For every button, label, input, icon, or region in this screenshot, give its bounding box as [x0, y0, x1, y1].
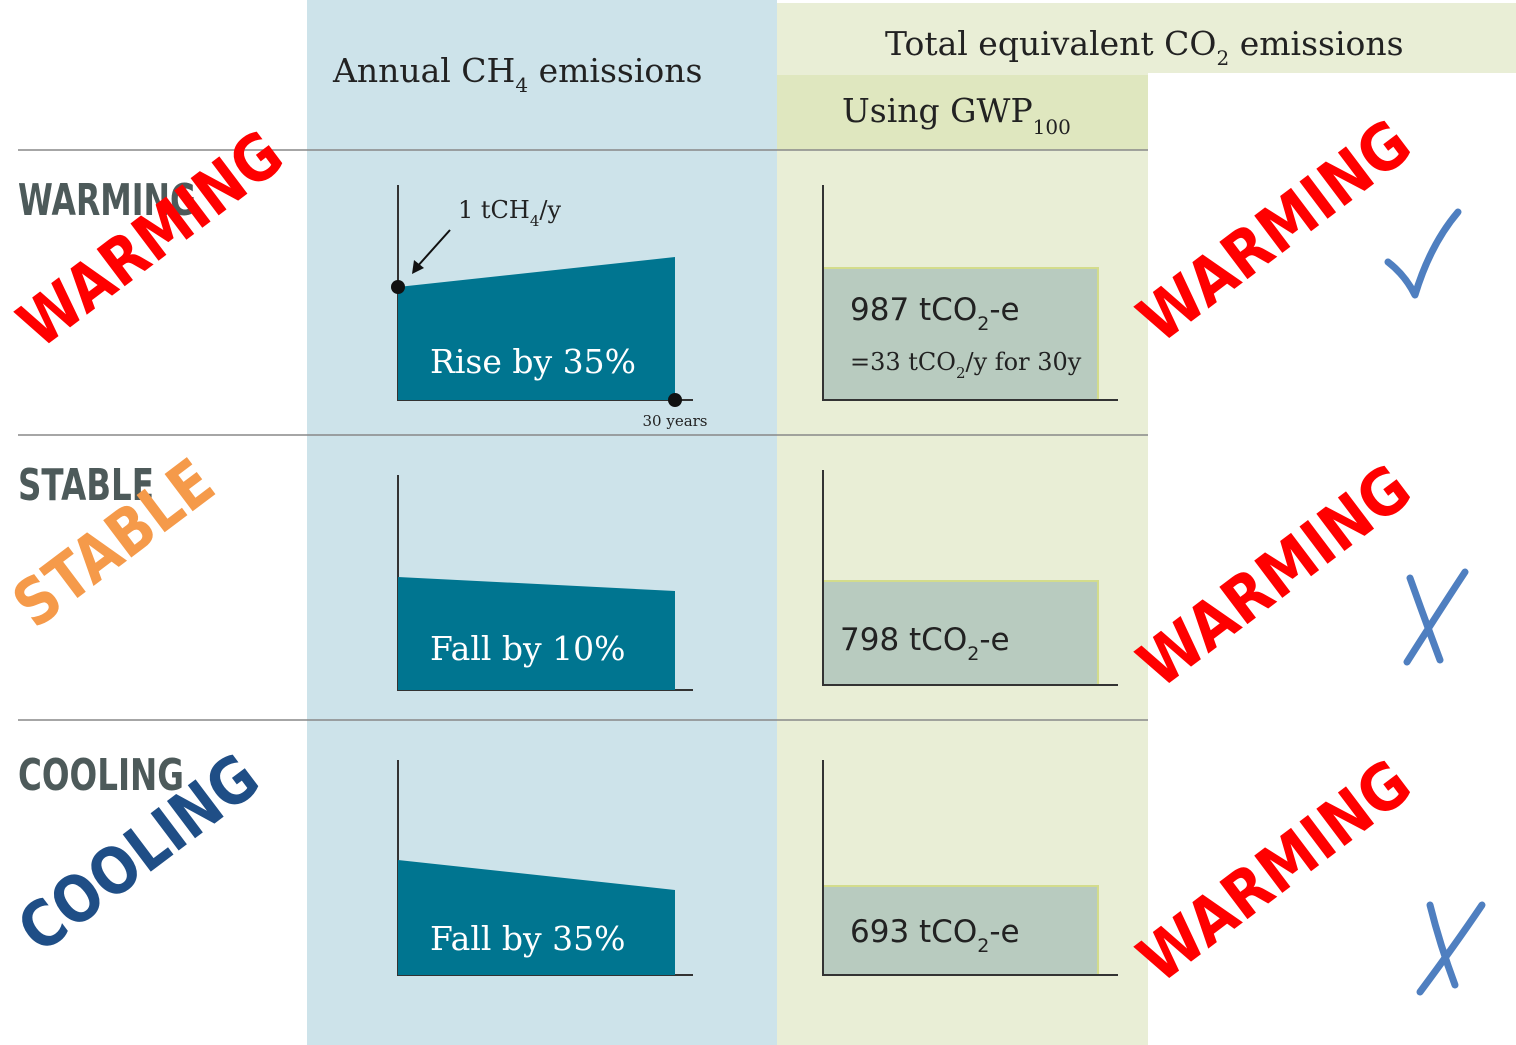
co2-column: [777, 73, 1148, 1045]
row-label: STABLE: [18, 460, 154, 511]
stamp: WARMING: [5, 117, 297, 363]
text: /y: [539, 196, 561, 224]
text: -e: [989, 914, 1019, 950]
axis: [822, 185, 1118, 401]
result-detail: =33 tCO2/y for 30y: [850, 348, 1082, 382]
subscript: 2: [967, 643, 979, 665]
gwp-header: [777, 75, 1148, 150]
verdict: WARMING: [1125, 451, 1425, 703]
text: 987 tCO: [850, 292, 977, 328]
axis: [822, 760, 1118, 976]
change-label: Rise by 35%: [430, 342, 636, 381]
result: 798 tCO2-e: [840, 622, 1010, 665]
arrow: [415, 229, 451, 269]
verdict: WARMING: [1125, 106, 1425, 358]
subscript: 4: [530, 212, 540, 230]
end-dot: [668, 393, 682, 407]
subscript: 2: [977, 313, 989, 335]
result: 693 tCO2-e: [850, 914, 1020, 957]
text: Annual CH: [332, 51, 515, 90]
total-header: Total equivalent CO2 emissions: [885, 24, 1404, 70]
row-label: COOLING: [18, 750, 184, 801]
change-label: Fall by 10%: [430, 629, 626, 668]
ch4-column: [307, 0, 777, 1045]
result: 987 tCO2-e: [850, 292, 1020, 335]
cross-icon: [1416, 901, 1486, 996]
text: -e: [989, 292, 1019, 328]
text: 693 tCO: [850, 914, 977, 950]
emission-area: [398, 577, 675, 690]
emission-area: [398, 860, 675, 975]
co2-header-band: [777, 3, 1516, 73]
check-icon: [1384, 208, 1462, 299]
text: emissions: [528, 51, 702, 90]
text: Total equivalent CO: [885, 24, 1216, 63]
total-box: [822, 580, 1099, 686]
emission-area: [398, 257, 675, 400]
text: /y for 30y: [966, 348, 1082, 376]
verdict: WARMING: [1125, 746, 1425, 998]
end-annotation: 30 years: [642, 412, 707, 430]
text: 1 tCH: [458, 196, 530, 224]
change-label: Fall by 35%: [430, 919, 626, 958]
text: emissions: [1229, 24, 1403, 63]
start-dot: [391, 280, 405, 294]
subscript: 2: [1216, 46, 1229, 70]
text: Using GWP: [842, 91, 1033, 130]
subscript: 4: [515, 73, 528, 97]
total-box: [822, 267, 1099, 401]
axis: [822, 470, 1118, 686]
cross-icon: [1403, 568, 1469, 666]
text: -e: [979, 622, 1009, 658]
annual-header: Annual CH4 emissions: [332, 51, 702, 97]
subscript: 2: [977, 935, 989, 957]
subscript: 2: [956, 364, 966, 382]
row-label: WARMING: [18, 175, 196, 226]
subscript: 100: [1033, 115, 1071, 139]
text: =33 tCO: [850, 348, 956, 376]
start-annotation: 1 tCH4/y: [458, 196, 561, 230]
text: 798 tCO: [840, 622, 967, 658]
arrow-head: [412, 260, 424, 274]
gwp-label: Using GWP100: [842, 91, 1071, 139]
